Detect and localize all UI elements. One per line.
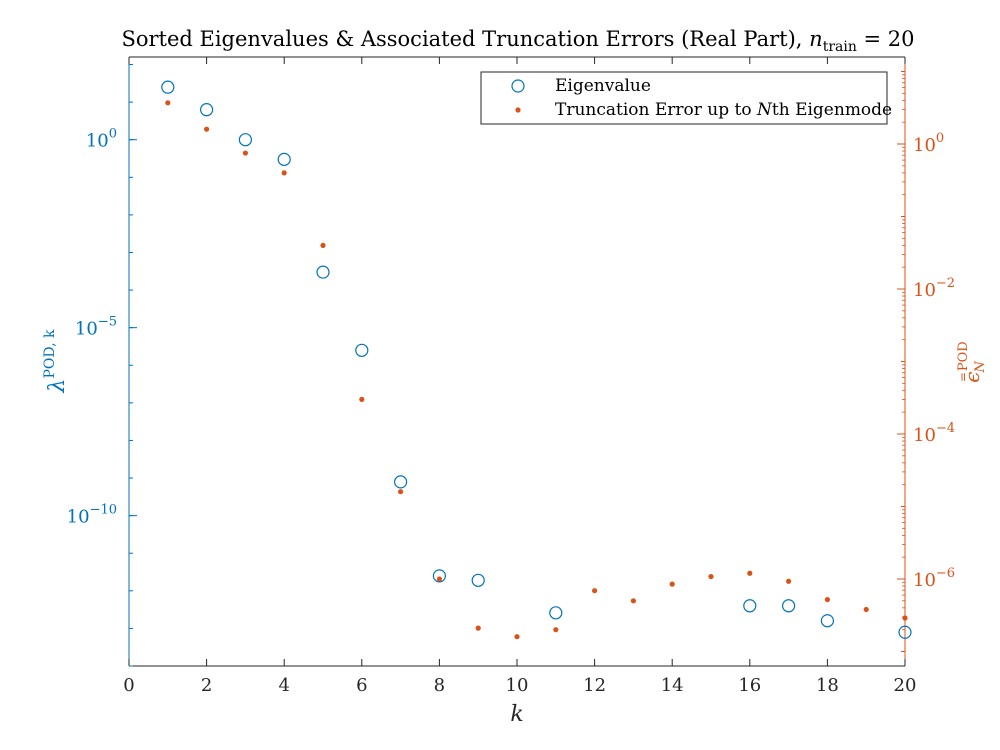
legend-box <box>480 71 888 125</box>
left-tick-label: 10−5 <box>75 315 117 340</box>
truncation-error-point <box>630 598 637 604</box>
x-tick-label: 10 <box>506 675 529 696</box>
truncation-error-point <box>398 489 404 495</box>
eigenvalue-point <box>820 614 835 628</box>
eigenvalue-point <box>200 103 214 117</box>
truncation-error-point <box>902 615 908 621</box>
legend: Eigenvalue Truncation Error up to Nth Ei… <box>480 71 892 125</box>
right-axis-label-accent: = <box>956 372 970 382</box>
x-tick-label: 6 <box>356 675 367 696</box>
series-layer <box>161 80 912 640</box>
truncation-error-point <box>553 627 559 633</box>
chart-title: Sorted Eigenvalues & Associated Truncati… <box>121 27 914 55</box>
left-axis-label: λPOD, k <box>42 329 70 393</box>
eigenvalue-point <box>781 599 796 613</box>
truncation-error-point <box>204 126 210 132</box>
truncation-error-point <box>436 576 442 582</box>
x-axis-ticks: 0 2 4 6 8 10 12 14 16 18 20 <box>123 57 916 696</box>
x-tick-label: 8 <box>434 675 445 696</box>
title-math-subscript: train <box>823 39 857 55</box>
truncation-error-point <box>514 634 520 640</box>
x-axis-label: k <box>510 702 523 727</box>
eigenvalue-point <box>743 599 757 613</box>
truncation-error-point <box>320 242 326 248</box>
truncation-error-point <box>824 596 831 603</box>
eigenvalue-point <box>355 343 369 357</box>
left-axis-ticks: 100 10−5 10−10 <box>67 64 137 667</box>
legend-eigenvalue-marker <box>511 79 525 93</box>
legend-truncation-label: Truncation Error up to Nth Eigenmode <box>555 100 892 120</box>
eigenvalue-point <box>277 152 291 166</box>
truncation-error-point <box>708 573 714 580</box>
truncation-error-point <box>475 625 481 631</box>
truncation-error-point <box>242 150 248 156</box>
eigenvalue-point <box>394 475 408 489</box>
x-tick-label: 12 <box>583 675 606 696</box>
right-tick-label: 10−6 <box>913 566 955 591</box>
legend-eigenvalue-label: Eigenvalue <box>555 76 651 96</box>
truncation-error-point <box>747 570 753 576</box>
truncation-error-point <box>165 100 171 106</box>
truncation-error-point <box>863 606 869 613</box>
x-tick-label: 2 <box>201 675 212 696</box>
right-tick-label: 10−4 <box>913 421 955 446</box>
eigenvalue-point <box>549 606 563 620</box>
legend-truncation-marker <box>515 107 521 113</box>
x-tick-label: 20 <box>894 675 917 696</box>
truncation-error-point <box>669 581 675 587</box>
x-tick-label: 18 <box>816 675 839 696</box>
eigenvalue-point <box>316 265 330 279</box>
eigenvalue-point <box>471 573 485 587</box>
left-tick-label: 10−10 <box>67 503 117 528</box>
x-tick-label: 16 <box>738 675 761 696</box>
x-tick-label: 4 <box>278 675 289 696</box>
right-tick-label: 10−2 <box>913 276 955 301</box>
title-math-base: n <box>809 27 823 51</box>
eigenvalue-point <box>432 569 446 583</box>
title-math-rhs: = 20 <box>857 27 915 51</box>
truncation-error-point <box>281 170 287 176</box>
right-tick-label: 100 <box>913 131 944 156</box>
x-tick-label: 0 <box>123 675 134 696</box>
eigenvalue-point <box>898 625 912 639</box>
truncation-error-point <box>359 396 365 403</box>
right-axis-ticks: 100 10−2 10−4 10−6 <box>897 71 955 652</box>
x-tick-label: 14 <box>661 675 684 696</box>
eigenvalue-point <box>238 133 252 147</box>
eigenvalue-point <box>161 80 175 94</box>
right-axis-label: = ϵNPOD <box>956 341 988 382</box>
svg-text:ϵNPOD: ϵNPOD <box>956 341 988 382</box>
left-tick-label: 100 <box>86 127 117 152</box>
truncation-error-point <box>592 588 598 594</box>
truncation-error-point <box>786 578 792 584</box>
